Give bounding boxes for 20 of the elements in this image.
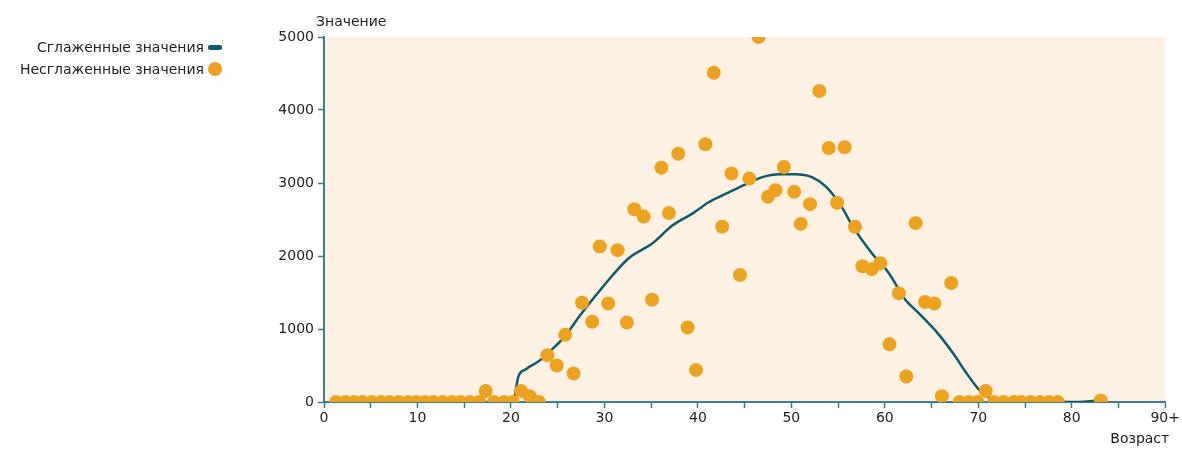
x-tick-label: 30 <box>595 409 614 426</box>
y-tick-label: 2000 <box>278 246 314 263</box>
x-tick-label: 10 <box>408 409 427 426</box>
x-tick-label: 80 <box>1062 409 1081 426</box>
x-tick-label: 0 <box>319 409 329 426</box>
y-tick-label: 5000 <box>278 27 314 44</box>
y-tick-label: 4000 <box>278 100 314 117</box>
x-tick-label: 60 <box>875 409 894 426</box>
legend-label: Несглаженные значения <box>19 61 204 77</box>
x-tick-label: 40 <box>688 409 707 426</box>
x-axis-title: Возраст <box>1110 429 1170 446</box>
y-tick-label: 3000 <box>278 173 314 190</box>
x-tick-label: 90+ <box>1150 409 1180 426</box>
x-tick-label: 50 <box>782 409 801 426</box>
legend-label: Сглаженные значения <box>36 39 204 55</box>
y-axis-title: Значение <box>316 12 387 29</box>
y-tick-label: 1000 <box>278 319 314 336</box>
x-tick-label: 70 <box>969 409 988 426</box>
x-tick-label: 20 <box>502 409 520 426</box>
y-tick-label: 0 <box>305 392 314 409</box>
